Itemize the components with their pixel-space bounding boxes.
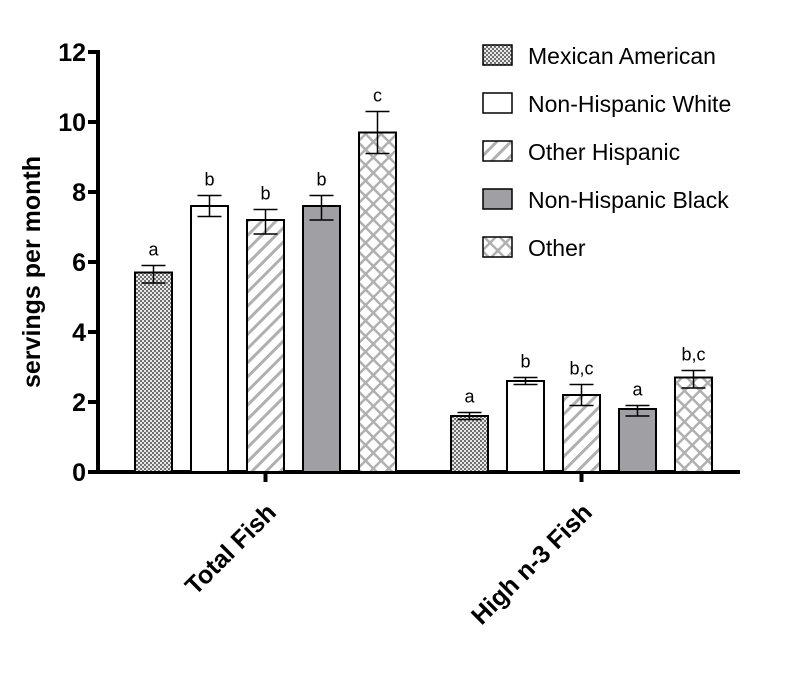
legend-swatch (482, 92, 513, 114)
y-tick-label: 2 (72, 389, 86, 417)
significance-label: b,c (569, 359, 593, 379)
y-tick-label: 6 (72, 249, 86, 277)
significance-label: b (204, 170, 214, 190)
y-tick-label: 12 (58, 39, 86, 67)
x-tick-label: High n-3 Fish (466, 498, 598, 630)
y-tick-label: 10 (58, 109, 86, 137)
bar (302, 205, 341, 473)
legend-swatch (482, 236, 513, 258)
significance-label: a (148, 240, 159, 260)
legend-label: Mexican American (528, 43, 716, 69)
bar (190, 205, 229, 473)
bar (246, 219, 285, 473)
y-axis-label: servings per month (18, 156, 46, 388)
significance-label: c (373, 86, 382, 106)
significance-label: b (260, 184, 270, 204)
bar (134, 271, 173, 473)
significance-label: a (464, 387, 475, 407)
y-tick-label: 8 (72, 179, 86, 207)
legend-label: Non-Hispanic Black (528, 187, 729, 213)
legend-label: Non-Hispanic White (528, 91, 731, 117)
significance-label: b (316, 170, 326, 190)
bar (506, 380, 545, 473)
bar (674, 376, 713, 473)
bar (562, 394, 601, 473)
legend-label: Other (528, 235, 586, 261)
legend-swatch (482, 188, 513, 210)
legend-label: Other Hispanic (528, 139, 680, 165)
legend-swatch (482, 140, 513, 162)
bar (618, 408, 657, 473)
significance-label: b (520, 352, 530, 372)
legend: Mexican American Non-Hispanic White Other … (482, 43, 731, 261)
legend-swatch (482, 44, 513, 66)
significance-label: a (632, 380, 643, 400)
y-tick-label: 0 (72, 459, 86, 487)
significance-label: b,c (681, 345, 705, 365)
bar (358, 131, 397, 473)
bar (450, 415, 489, 473)
x-tick-label: Total Fish (180, 498, 282, 600)
y-tick-label: 4 (72, 319, 86, 347)
